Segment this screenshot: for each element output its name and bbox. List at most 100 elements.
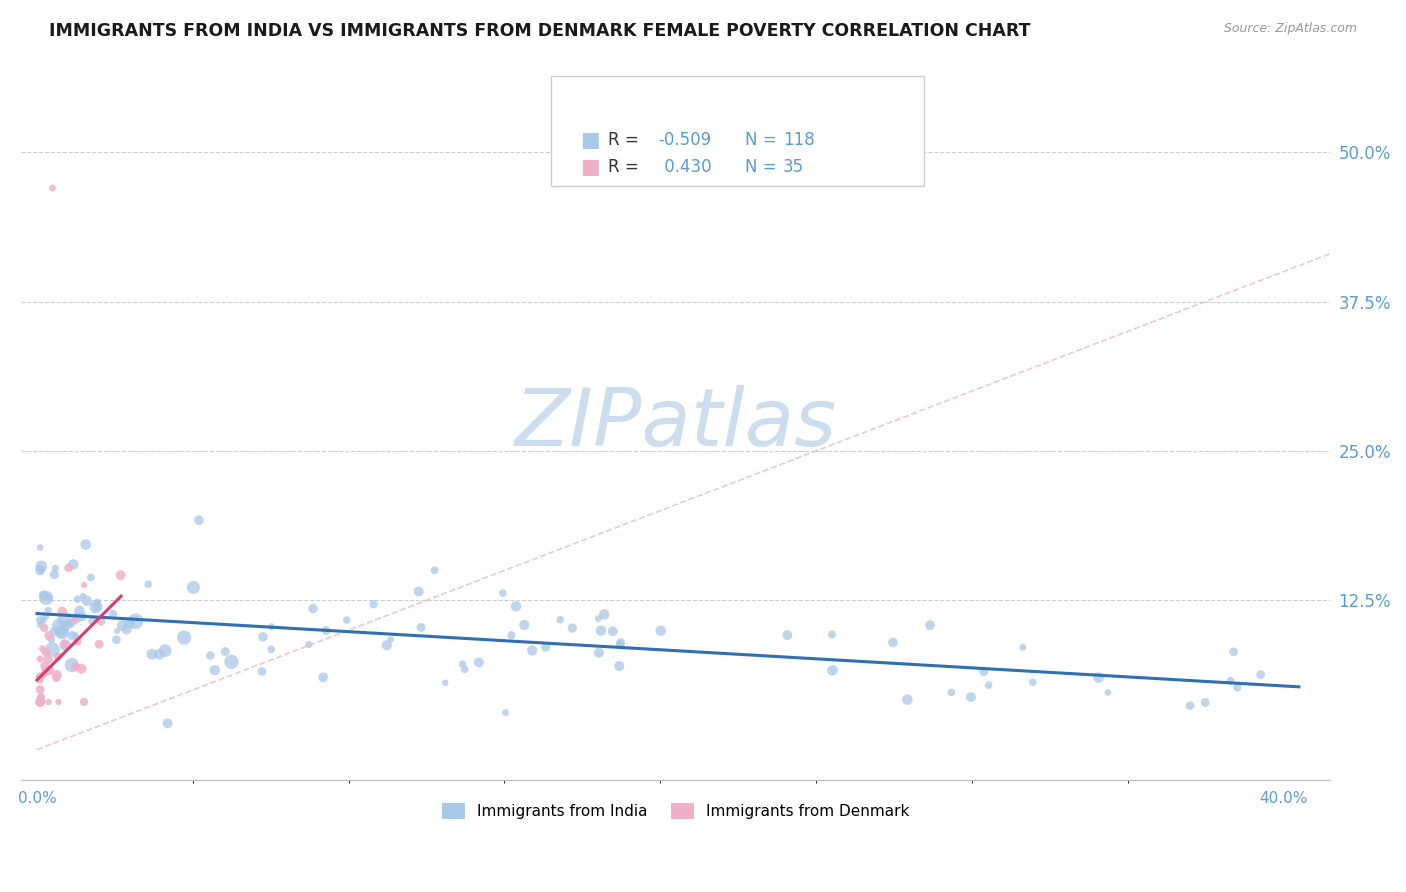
Point: [30, 618, 52, 632]
Point: [80, 570, 103, 584]
Point: [260, 642, 283, 657]
Point: [298, 638, 321, 652]
Point: [973, 665, 995, 679]
Text: 35: 35: [783, 158, 804, 176]
Point: [375, 638, 398, 652]
Text: N =: N =: [745, 158, 782, 176]
Point: [495, 706, 517, 720]
Point: [1087, 671, 1109, 685]
Point: [34, 659, 56, 673]
Point: [821, 627, 844, 641]
Point: [44, 567, 66, 582]
Point: [31, 641, 53, 656]
Point: [110, 568, 132, 582]
Point: [408, 584, 430, 599]
Point: [101, 607, 124, 621]
Point: [453, 662, 475, 676]
Point: [62, 558, 84, 572]
Point: [977, 678, 1000, 692]
Text: ■: ■: [581, 129, 600, 150]
Point: [1022, 675, 1045, 690]
Point: [67, 604, 90, 618]
Point: [312, 670, 335, 684]
Point: [118, 615, 141, 630]
Point: [56, 616, 79, 631]
Point: [588, 646, 610, 660]
Point: [1219, 673, 1241, 688]
Point: [111, 618, 134, 632]
Point: [31, 690, 53, 704]
Point: [204, 663, 226, 677]
Point: [30, 613, 52, 627]
Point: [609, 637, 631, 651]
Point: [42, 624, 65, 639]
Point: [84, 600, 107, 615]
Point: [48, 618, 70, 632]
Point: [141, 647, 163, 661]
Text: R =: R =: [607, 130, 644, 149]
Point: [53, 637, 76, 651]
Point: [60, 629, 83, 643]
Point: [423, 563, 446, 577]
Point: [315, 624, 337, 638]
Point: [252, 630, 274, 644]
Point: [468, 656, 491, 670]
Point: [30, 563, 52, 577]
Point: [90, 614, 112, 628]
Point: [1178, 698, 1201, 713]
Point: [896, 692, 918, 706]
Point: [51, 625, 73, 640]
Point: [124, 614, 146, 628]
Point: [53, 621, 76, 635]
Point: [105, 632, 128, 647]
Point: [548, 613, 571, 627]
Point: [221, 655, 243, 669]
Point: [501, 628, 523, 642]
Point: [561, 621, 583, 635]
Point: [609, 635, 631, 649]
Point: [89, 637, 111, 651]
Point: [66, 592, 89, 607]
Point: [1250, 667, 1272, 681]
Point: [38, 591, 60, 605]
Point: [200, 648, 222, 663]
Point: [44, 561, 66, 575]
Point: [82, 614, 104, 628]
Point: [35, 591, 58, 605]
Point: [492, 586, 515, 600]
Point: [45, 671, 67, 685]
Point: [30, 695, 52, 709]
Point: [58, 561, 80, 575]
Point: [336, 613, 359, 627]
Point: [32, 588, 55, 602]
Point: [30, 564, 52, 578]
Point: [941, 685, 963, 699]
Point: [363, 597, 385, 611]
Point: [41, 642, 63, 657]
Point: [153, 643, 176, 657]
FancyBboxPatch shape: [551, 76, 924, 186]
Point: [451, 657, 474, 671]
Point: [72, 589, 94, 603]
Text: 118: 118: [783, 130, 815, 149]
Point: [1012, 640, 1035, 655]
Point: [48, 695, 70, 709]
Point: [183, 581, 205, 595]
Point: [30, 673, 52, 688]
Point: [59, 616, 82, 631]
Point: [38, 695, 60, 709]
Point: [188, 513, 211, 527]
Point: [434, 675, 457, 690]
Point: [51, 604, 73, 618]
Point: [38, 663, 60, 677]
Point: [30, 670, 52, 684]
Point: [35, 645, 58, 659]
Point: [86, 599, 108, 613]
Point: [30, 682, 52, 697]
Point: [30, 541, 52, 555]
Point: [37, 603, 59, 617]
Point: [30, 695, 52, 709]
Point: [65, 660, 87, 674]
Point: [39, 632, 62, 646]
Point: [66, 611, 89, 625]
